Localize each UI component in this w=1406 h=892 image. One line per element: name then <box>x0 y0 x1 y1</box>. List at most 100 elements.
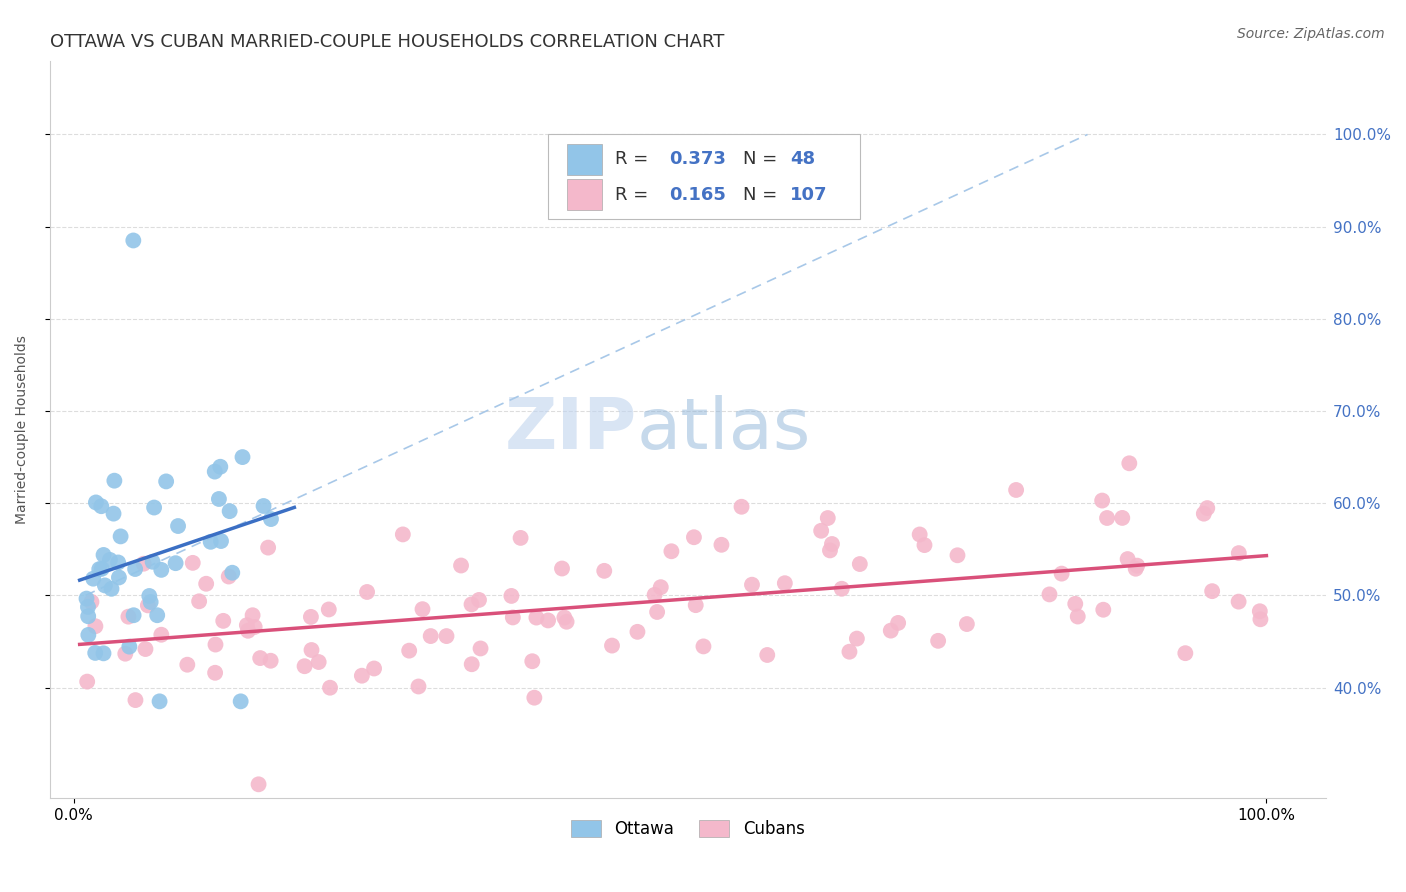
Point <box>318 602 340 616</box>
Point <box>408 680 430 694</box>
Point <box>1249 604 1271 618</box>
Point <box>208 491 231 506</box>
Point <box>350 669 373 683</box>
Point <box>553 610 575 624</box>
Point <box>110 529 132 543</box>
Point <box>103 474 125 488</box>
Point <box>218 569 240 583</box>
Point <box>146 608 169 623</box>
Point <box>229 694 252 708</box>
Point <box>218 504 240 518</box>
FancyBboxPatch shape <box>567 144 602 175</box>
Point <box>155 475 177 489</box>
Point <box>626 624 648 639</box>
Point <box>555 615 578 629</box>
Point <box>294 659 316 673</box>
Point <box>236 618 259 632</box>
Point <box>107 556 129 570</box>
Point <box>501 589 523 603</box>
Point <box>100 582 122 596</box>
Point <box>236 624 259 638</box>
Point <box>710 538 733 552</box>
Point <box>1126 558 1149 573</box>
Point <box>114 647 136 661</box>
Point <box>249 651 271 665</box>
Text: N =: N = <box>742 150 778 168</box>
Point <box>77 599 100 614</box>
Point <box>90 562 112 576</box>
Point <box>1111 511 1133 525</box>
Point <box>93 646 115 660</box>
Point <box>212 614 235 628</box>
Point <box>600 639 623 653</box>
Point <box>260 654 283 668</box>
Point <box>319 681 342 695</box>
Point <box>143 500 166 515</box>
Point <box>685 598 707 612</box>
Point <box>468 593 491 607</box>
Point <box>122 234 145 248</box>
Point <box>122 608 145 623</box>
Point <box>1118 456 1140 470</box>
Point <box>139 595 162 609</box>
Point <box>502 610 524 624</box>
Point <box>644 588 666 602</box>
Point <box>1192 507 1215 521</box>
Point <box>243 620 266 634</box>
Text: R =: R = <box>616 150 654 168</box>
Point <box>1095 511 1118 525</box>
Point <box>683 530 706 544</box>
Text: R =: R = <box>616 186 654 204</box>
Point <box>77 609 100 624</box>
Point <box>84 619 107 633</box>
Point <box>1249 612 1271 626</box>
Point <box>838 645 860 659</box>
Text: 48: 48 <box>790 150 815 168</box>
Point <box>103 507 125 521</box>
Point <box>730 500 752 514</box>
Point <box>82 572 104 586</box>
Point <box>1092 603 1115 617</box>
Point <box>76 674 98 689</box>
Point <box>1038 587 1060 601</box>
FancyBboxPatch shape <box>547 135 860 219</box>
Point <box>77 628 100 642</box>
Point <box>461 657 484 672</box>
Point <box>188 594 211 608</box>
Point <box>209 459 232 474</box>
Point <box>80 595 103 609</box>
Point <box>181 556 204 570</box>
Point <box>84 646 107 660</box>
Point <box>908 527 931 541</box>
FancyBboxPatch shape <box>567 179 602 211</box>
Point <box>650 580 672 594</box>
Point <box>818 543 841 558</box>
Point <box>136 599 159 613</box>
Point <box>419 629 441 643</box>
Point <box>195 576 218 591</box>
Point <box>231 450 253 464</box>
Point <box>132 557 155 571</box>
Point <box>176 657 198 672</box>
Point <box>436 629 458 643</box>
Point <box>537 614 560 628</box>
Point <box>150 628 173 642</box>
Text: OTTAWA VS CUBAN MARRIED-COUPLE HOUSEHOLDS CORRELATION CHART: OTTAWA VS CUBAN MARRIED-COUPLE HOUSEHOLD… <box>49 33 724 51</box>
Point <box>1227 546 1250 560</box>
Text: 107: 107 <box>790 186 828 204</box>
Point <box>927 633 949 648</box>
Text: ZIP: ZIP <box>505 395 637 464</box>
Legend: Ottawa, Cubans: Ottawa, Cubans <box>565 814 811 845</box>
Point <box>124 693 146 707</box>
Point <box>165 556 187 570</box>
Point <box>209 534 232 549</box>
Point <box>914 538 936 552</box>
Point <box>526 610 548 624</box>
Point <box>1125 562 1147 576</box>
Point <box>356 585 378 599</box>
Point <box>308 655 330 669</box>
Text: 0.165: 0.165 <box>669 186 725 204</box>
Point <box>773 576 796 591</box>
Point <box>810 524 832 538</box>
Point <box>1064 597 1087 611</box>
